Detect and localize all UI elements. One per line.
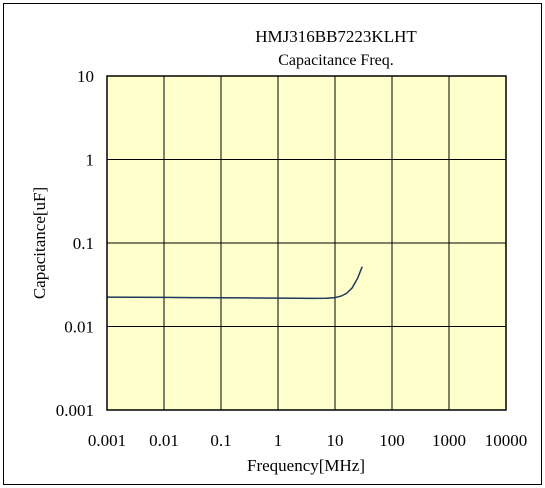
y-tick-label: 0.1	[73, 234, 94, 253]
x-tick-label: 100	[379, 431, 405, 450]
chart-title: HMJ316BB7223KLHT	[255, 27, 417, 46]
x-tick-label: 1	[274, 431, 283, 450]
y-tick-label: 1	[86, 151, 95, 170]
y-axis-label: Capacitance[uF]	[30, 187, 49, 299]
chart-subtitle: Capacitance Freq.	[278, 52, 394, 69]
y-tick-label: 0.001	[56, 401, 94, 420]
y-tick-label: 0.01	[64, 318, 94, 337]
y-tick-label: 10	[77, 67, 94, 86]
x-tick-label: 10	[327, 431, 344, 450]
x-tick-label: 10000	[485, 431, 528, 450]
grid-lines	[107, 76, 506, 410]
y-axis-ticks: 0.001 0.01 0.1 1 10	[56, 67, 94, 420]
x-tick-label: 0.1	[210, 431, 231, 450]
x-axis-ticks: 0.001 0.01 0.1 1 10 100 1000 10000	[88, 431, 527, 450]
x-tick-label: 0.01	[149, 431, 179, 450]
x-tick-label: 1000	[432, 431, 466, 450]
x-axis-label: Frequency[MHz]	[247, 456, 365, 475]
series-line	[106, 266, 363, 300]
plot-border	[106, 75, 507, 411]
x-tick-label: 0.001	[88, 431, 126, 450]
